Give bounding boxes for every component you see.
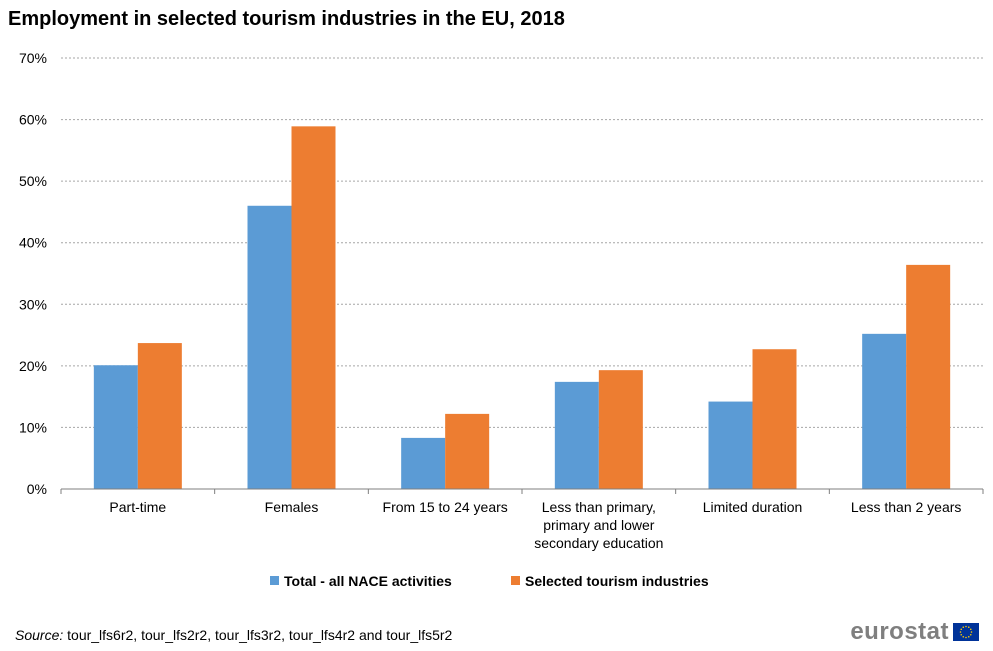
y-axis-ticks: 0% 10% 20% 30% 40% 50% 60% 70% (19, 50, 47, 497)
bar-tourism (752, 349, 797, 489)
y-tick-label: 40% (19, 235, 47, 251)
y-tick-label: 0% (27, 481, 47, 497)
source-label: Source: (15, 627, 64, 643)
legend-label: Total - all NACE activities (284, 573, 452, 589)
bar-tourism (906, 264, 951, 489)
category-label: Limited duration (703, 499, 803, 515)
category-label: Less than 2 years (851, 499, 962, 515)
x-axis (60, 488, 984, 494)
bar-tourism (598, 370, 643, 489)
category-label: Less than primary, primary and lower secon… (534, 499, 663, 551)
bar-total (862, 333, 907, 489)
bar-tourism (445, 413, 490, 489)
bar-tourism (291, 126, 336, 489)
category-label: From 15 to 24 years (383, 499, 508, 515)
y-tick-label: 30% (19, 296, 47, 312)
bar-total (554, 381, 599, 489)
legend-label: Selected tourism industries (525, 573, 709, 589)
legend-swatch (511, 576, 520, 585)
category-label: Females (265, 499, 319, 515)
y-tick-label: 50% (19, 173, 47, 189)
source-text: tour_lfs6r2, tour_lfs2r2, tour_lfs3r2, t… (63, 627, 453, 643)
source-note: Source: tour_lfs6r2, tour_lfs2r2, tour_l… (15, 627, 452, 643)
legend-swatch (270, 576, 279, 585)
y-tick-label: 70% (19, 50, 47, 66)
bar-total (401, 437, 446, 489)
eurostat-logo: eurostat (850, 620, 979, 644)
category-label: Part-time (109, 499, 166, 515)
y-tick-label: 20% (19, 358, 47, 374)
category-labels: Part-time Females From 15 to 24 years Less … (109, 499, 961, 551)
eu-flag-icon (953, 623, 979, 641)
chart-title: Employment in selected tourism industrie… (8, 8, 565, 30)
y-tick-label: 10% (19, 419, 47, 435)
bar-tourism (137, 343, 182, 489)
gridlines (61, 57, 983, 428)
bar-total (708, 401, 753, 489)
bar-total (247, 205, 292, 489)
y-tick-label: 60% (19, 112, 47, 128)
brand-name: eurostat (850, 618, 949, 645)
bar-total (93, 365, 138, 489)
bars (93, 126, 951, 489)
legend: Total - all NACE activities Selected tour… (270, 573, 709, 589)
